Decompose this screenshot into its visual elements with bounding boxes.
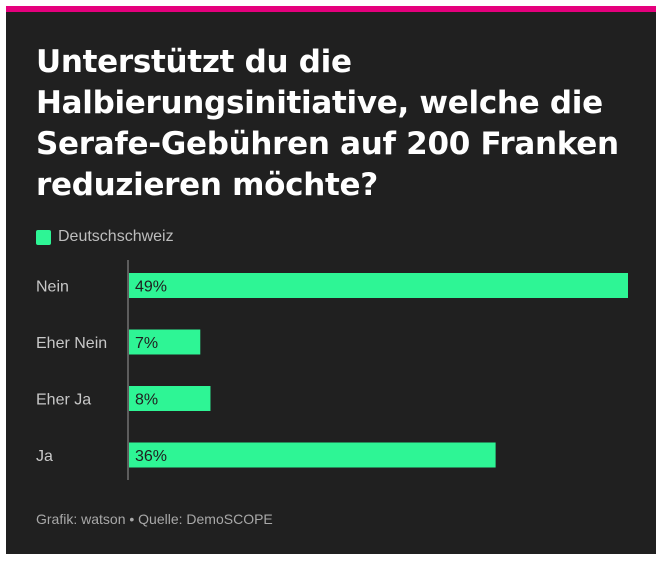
data-label: 8% (135, 392, 158, 409)
chart-title: Unterstützt du die Halbierungsinitiative… (36, 44, 619, 203)
category-label: Eher Ja (36, 392, 91, 409)
chart-card: Unterstützt du die Halbierungsinitiative… (6, 6, 656, 554)
category-label: Ja (36, 448, 53, 465)
category-label: Eher Nein (36, 335, 107, 352)
accent-bar (6, 6, 656, 12)
source-footer: Grafik: watson • Quelle: DemoSCOPE (36, 511, 273, 527)
data-label: 7% (135, 335, 158, 352)
bar-ja (129, 442, 496, 468)
bar-eher-ja (129, 386, 211, 411)
legend-swatch (36, 229, 51, 245)
data-label: 36% (135, 448, 167, 465)
legend: Deutschschweiz (36, 228, 174, 246)
bar-eher-nein (129, 329, 201, 355)
data-label: 49% (135, 279, 167, 296)
bar-nein (129, 273, 628, 298)
legend-label: Deutschschweiz (58, 228, 174, 245)
bar-chart: Nein 49% Eher Nein 7% Eher Ja 8% Ja 36% (36, 260, 628, 480)
category-label: Nein (36, 279, 69, 296)
